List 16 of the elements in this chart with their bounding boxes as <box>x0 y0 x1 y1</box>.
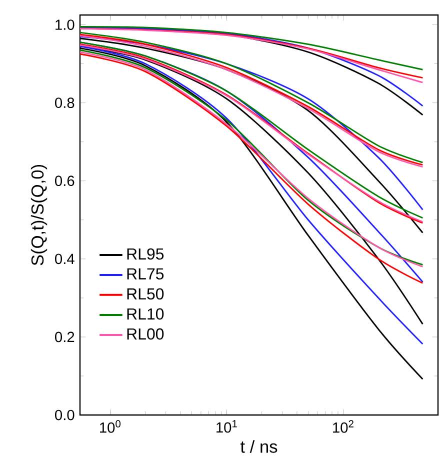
y-tick-label: 0.6 <box>55 176 74 186</box>
y-tick-label: 1.0 <box>56 20 74 30</box>
x-tick-label: 10$^{1}$ <box>216 420 237 433</box>
x-tick-label: 10$^{2}$ <box>333 420 354 433</box>
legend-label: RL50 <box>127 288 164 300</box>
y-tick-label: 0.8 <box>55 98 74 108</box>
legend-label: RL00 <box>127 328 164 340</box>
legend-label: RL75 <box>127 268 164 280</box>
y-tick-label: 0.2 <box>55 332 74 342</box>
x-axis-title: t / ns <box>240 440 278 453</box>
y-tick-label: 0.0 <box>55 410 74 420</box>
legend-label: RL10 <box>127 308 164 320</box>
y-tick-label: 0.4 <box>55 254 74 264</box>
x-tick-label: 10$^{0}$ <box>100 420 121 433</box>
y-axis-title: S(Q,t)/S(Q,0) <box>30 165 48 266</box>
legend-label: RL95 <box>127 248 164 260</box>
